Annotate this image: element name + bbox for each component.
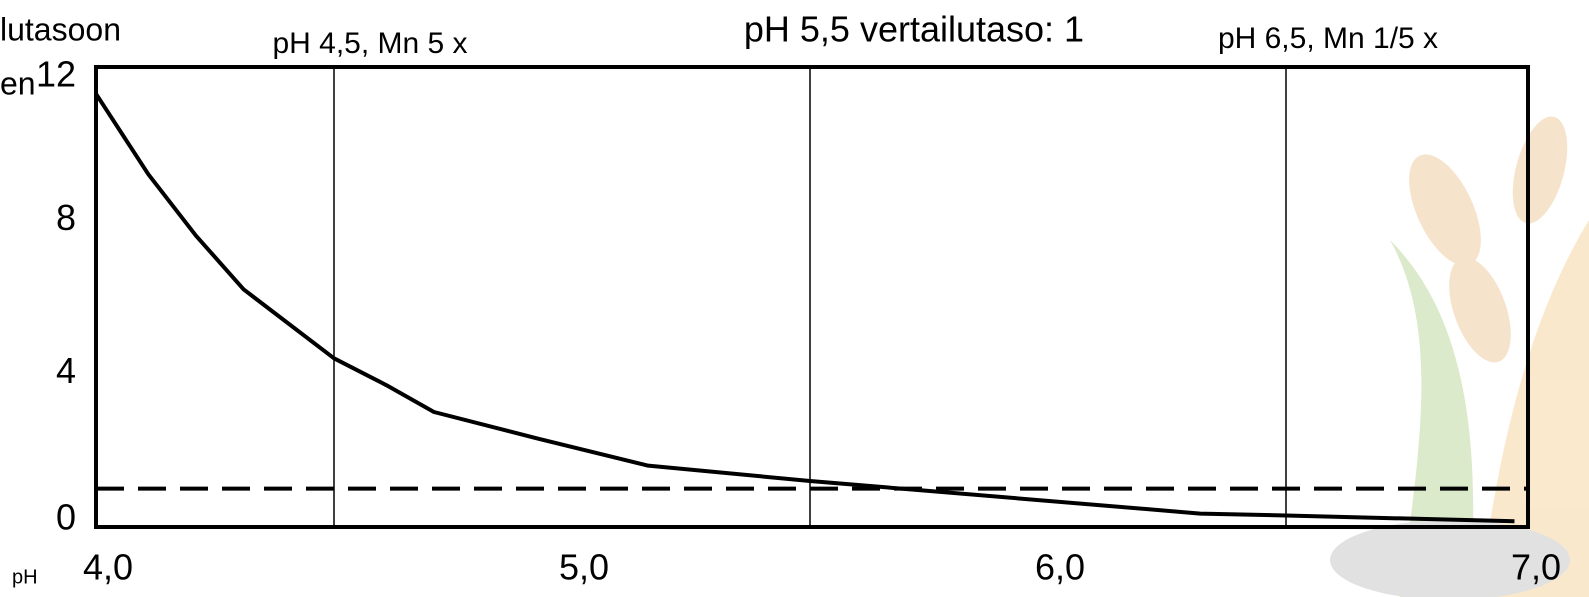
y-axis-label: lutasoon: [0, 11, 121, 47]
plot-frame: [94, 65, 1530, 529]
data-line: [94, 92, 1515, 524]
annotation: pH 4,5, Mn 5 x: [272, 27, 467, 60]
background-decoration: [1330, 116, 1589, 597]
x-axis-label: pH: [12, 566, 38, 588]
x-tick-label: 4,0: [83, 547, 133, 588]
y-tick-label: 8: [56, 197, 76, 238]
x-tick-label: 7,0: [1511, 547, 1561, 588]
y-tick-label: 0: [56, 497, 76, 538]
y-tick-label: 4: [56, 350, 76, 391]
annotation: pH 5,5 vertailutaso: 1: [744, 9, 1084, 50]
x-tick-label: 5,0: [559, 547, 609, 588]
annotation: pH 6,5, Mn 1/5 x: [1218, 22, 1438, 55]
x-tick-label: 6,0: [1035, 547, 1085, 588]
y-tick-label: 12: [36, 54, 76, 95]
y-axis-label: en: [0, 65, 36, 101]
